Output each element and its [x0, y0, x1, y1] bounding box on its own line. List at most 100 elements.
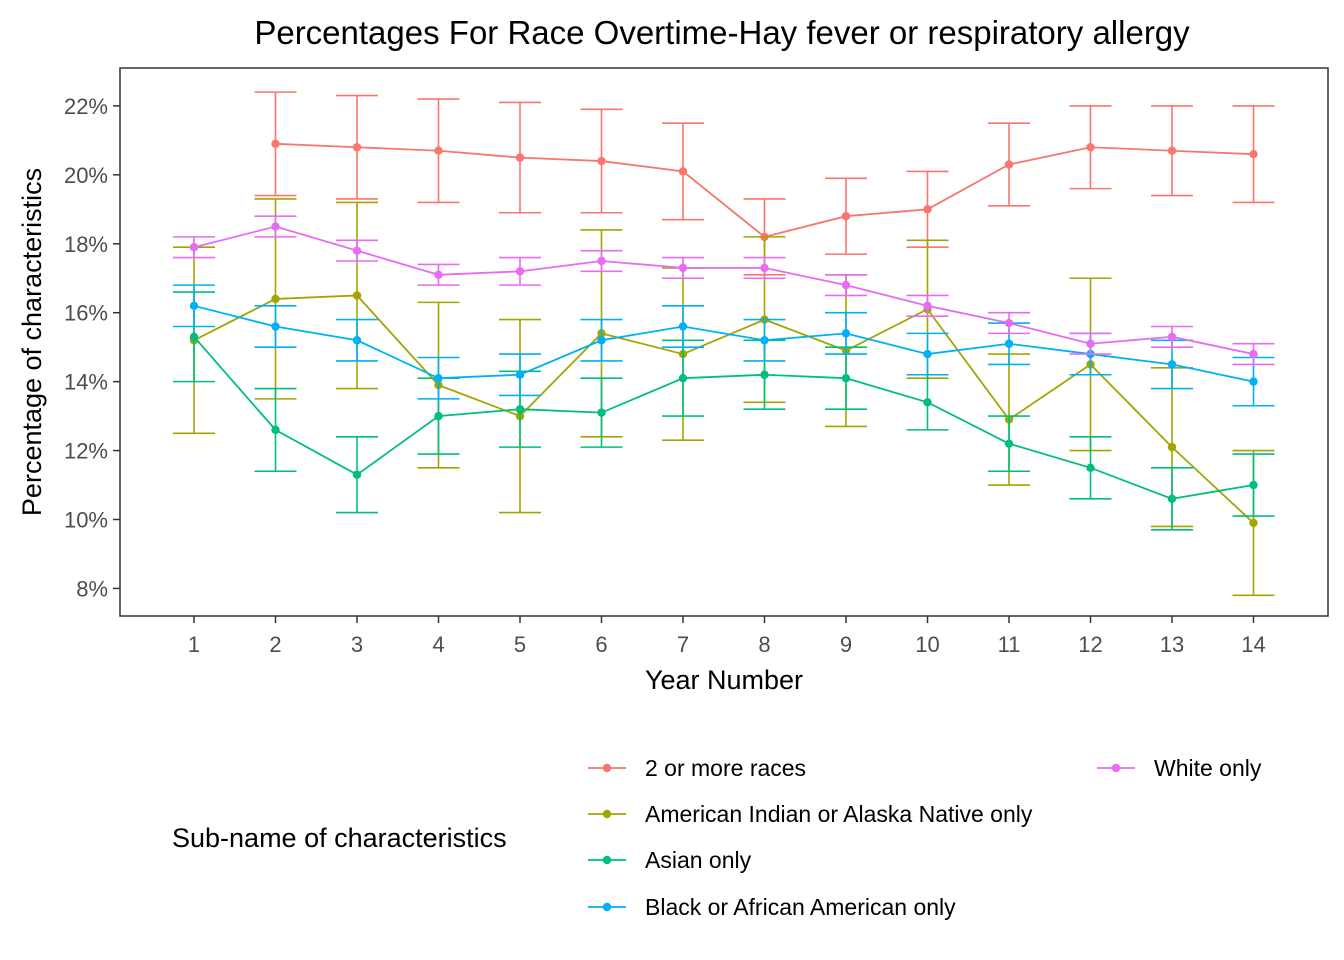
- data-point: [189, 243, 199, 252]
- legend-label: Black or African American only: [645, 894, 956, 920]
- y-tick-label: 14%: [64, 370, 108, 395]
- data-point: [841, 280, 851, 290]
- data-point: [189, 332, 199, 342]
- x-tick-label: 13: [1160, 632, 1184, 657]
- data-point: [352, 246, 362, 255]
- data-point: [841, 329, 851, 338]
- y-tick-label: 10%: [64, 507, 108, 532]
- x-axis: 1 2 3 4 5 6 7 8 9 10 11 12 13 14: [188, 616, 1266, 657]
- x-tick-label: 8: [758, 632, 770, 657]
- legend-item: White only: [1097, 755, 1262, 781]
- legend-label: 2 or more races: [645, 755, 806, 781]
- data-point: [352, 470, 362, 479]
- x-tick-label: 11: [998, 632, 1021, 657]
- x-axis-title: Year Number: [645, 665, 803, 695]
- data-point: [434, 146, 443, 155]
- data-point: [434, 373, 443, 383]
- legend-swatch-point: [602, 809, 612, 819]
- legend-item: Asian only: [588, 847, 752, 873]
- data-point: [271, 322, 280, 331]
- data-point: [678, 263, 688, 273]
- x-tick-label: 9: [840, 632, 852, 657]
- legend-swatch-point: [1111, 763, 1121, 773]
- data-point: [923, 349, 932, 359]
- data-point: [1167, 146, 1177, 155]
- data-point: [1249, 349, 1258, 359]
- data-point: [271, 222, 280, 231]
- x-tick-label: 2: [269, 632, 281, 657]
- x-tick-label: 14: [1241, 632, 1265, 657]
- chart-title: Percentages For Race Overtime-Hay fever …: [254, 14, 1190, 51]
- x-tick-label: 5: [514, 632, 526, 657]
- data-point: [1086, 143, 1095, 152]
- series-3: [173, 291, 1275, 531]
- series-line: [193, 225, 1254, 355]
- data-point: [1249, 518, 1258, 528]
- data-point: [678, 322, 688, 331]
- data-point: [1167, 442, 1177, 452]
- data-point: [1167, 494, 1177, 504]
- data-point: [271, 425, 280, 435]
- series-5: [173, 215, 1275, 366]
- data-point: [1249, 149, 1258, 159]
- x-tick-label: 6: [595, 632, 607, 657]
- data-point: [352, 143, 362, 152]
- data-point: [1249, 377, 1258, 386]
- legend-label: American Indian or Alaska Native only: [645, 801, 1033, 827]
- plot-panel: [119, 67, 1329, 617]
- x-tick-label: 1: [188, 632, 200, 657]
- data-point: [1167, 332, 1177, 342]
- data-point: [597, 408, 606, 417]
- y-tick-label: 8%: [76, 576, 108, 601]
- series-line: [193, 304, 1254, 383]
- data-point: [841, 373, 851, 383]
- data-point: [1249, 480, 1258, 490]
- data-point: [678, 167, 688, 176]
- y-axis: 8% 10% 12% 14% 16% 18% 20% 22%: [64, 94, 120, 601]
- legend-label: Asian only: [645, 847, 752, 873]
- data-point: [597, 336, 606, 345]
- data-point: [271, 294, 280, 304]
- legend-swatch-point: [602, 902, 612, 912]
- x-tick-label: 7: [677, 632, 689, 657]
- legend-title: Sub-name of characteristics: [172, 823, 507, 853]
- x-tick-label: 12: [1078, 632, 1102, 657]
- data-point: [1086, 463, 1095, 472]
- data-point: [1004, 318, 1014, 328]
- data-point: [352, 291, 362, 300]
- data-point: [678, 373, 688, 383]
- y-tick-label: 16%: [64, 301, 108, 326]
- legend-item: Black or African American only: [588, 894, 956, 920]
- y-tick-label: 22%: [64, 94, 108, 119]
- series-line: [193, 294, 1255, 524]
- data-point: [189, 301, 199, 311]
- data-point: [760, 336, 769, 345]
- data-point: [434, 411, 443, 421]
- data-point: [841, 212, 851, 221]
- series-line: [193, 336, 1254, 500]
- y-axis-title: Percentage of characteristics: [17, 168, 47, 516]
- data-point: [352, 336, 362, 345]
- data-point: [597, 156, 606, 166]
- x-tick-label: 4: [432, 632, 444, 657]
- legend: Sub-name of characteristics 2 or more ra…: [172, 755, 1262, 920]
- data-point: [1004, 160, 1014, 169]
- data-point: [1086, 339, 1095, 348]
- legend-label: White only: [1154, 755, 1262, 781]
- data-point: [760, 263, 769, 273]
- data-point: [597, 256, 606, 266]
- series-layer: [173, 91, 1275, 597]
- data-point: [1004, 439, 1014, 448]
- data-point: [923, 205, 932, 214]
- y-tick-label: 18%: [64, 232, 108, 257]
- data-point: [923, 398, 932, 407]
- data-point: [1004, 339, 1014, 348]
- data-point: [271, 139, 280, 149]
- data-point: [1167, 360, 1177, 369]
- y-tick-label: 12%: [64, 439, 108, 464]
- data-point: [923, 301, 932, 311]
- x-tick-label: 10: [915, 632, 939, 657]
- legend-swatch-point: [602, 855, 612, 865]
- legend-item: 2 or more races: [588, 755, 806, 781]
